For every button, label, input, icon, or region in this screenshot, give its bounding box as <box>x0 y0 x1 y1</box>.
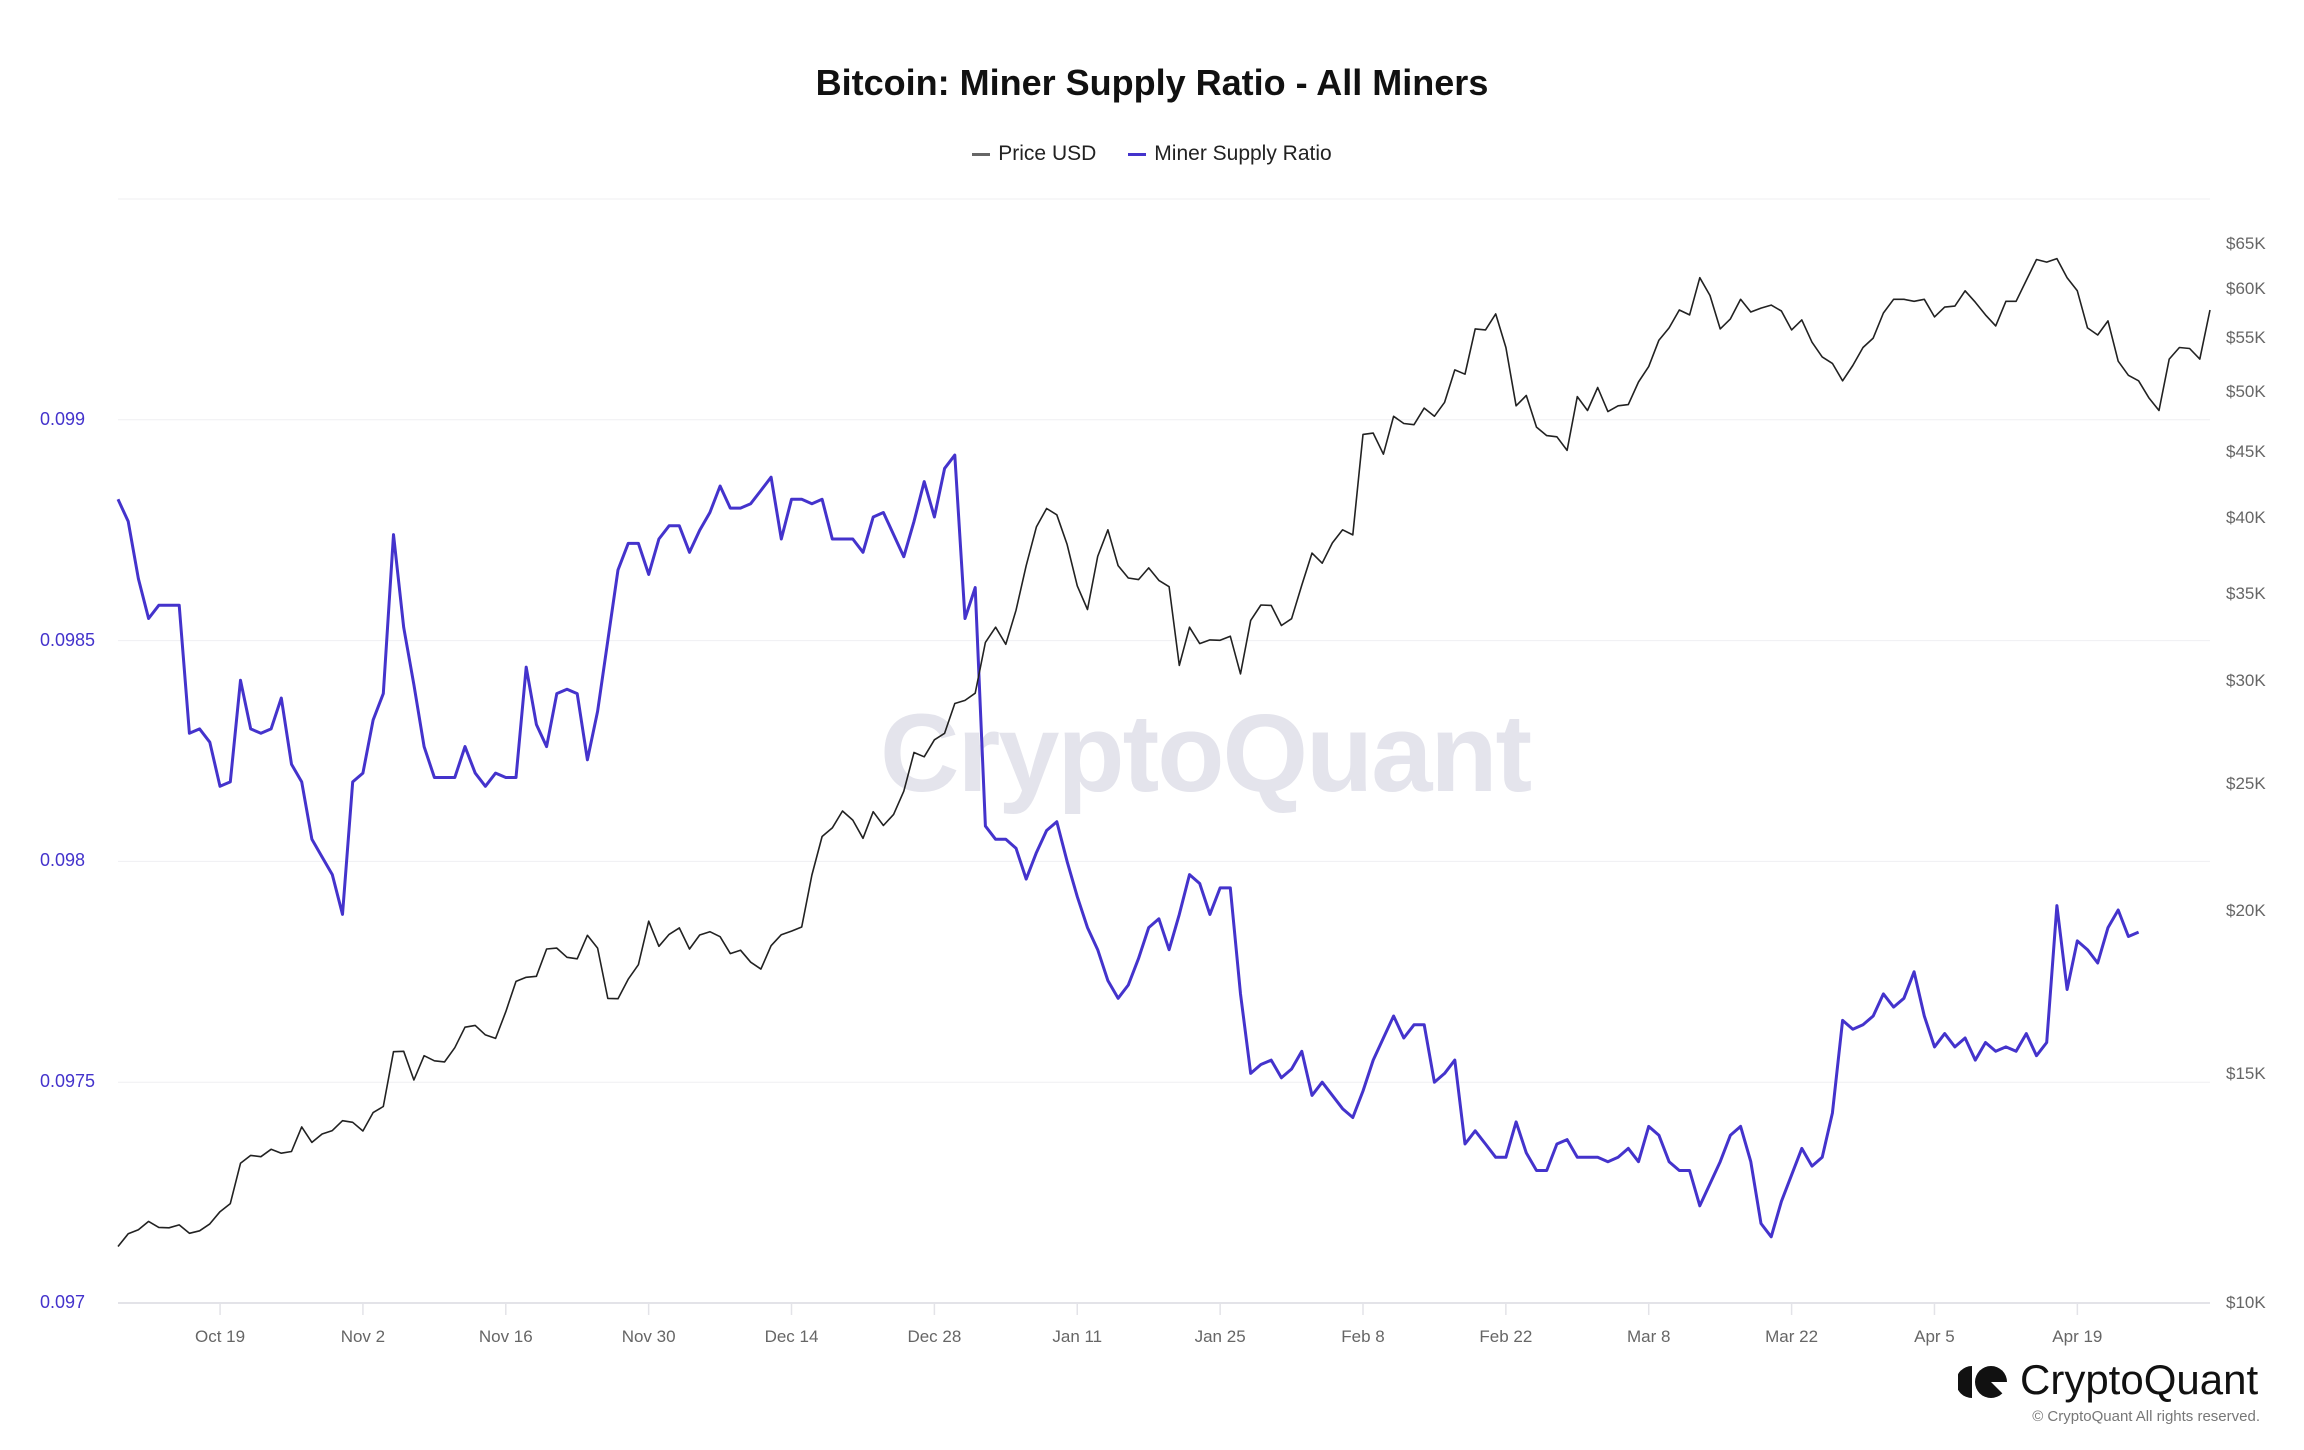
x-tick-label: Jan 25 <box>1194 1327 1246 1346</box>
y-left-tick-label: 0.0985 <box>40 629 96 650</box>
y-right-tick-label: $40K <box>2226 508 2266 528</box>
y-left-tick-label: 0.097 <box>40 1292 86 1312</box>
brand-logo: CryptoQuant <box>1956 1356 2259 1404</box>
x-tick-label: Feb 22 <box>1479 1327 1533 1346</box>
legend-label-ratio: Miner Supply Ratio <box>1154 142 1332 165</box>
y-right-tick-label: $60K <box>2226 278 2266 298</box>
legend: Price USD Miner Supply Ratio <box>0 142 2304 166</box>
x-tick-label: Feb 8 <box>1341 1327 1385 1346</box>
x-tick-label: Dec 28 <box>907 1327 962 1346</box>
y-left-tick-label: 0.0975 <box>40 1071 96 1092</box>
y-right-tick-label: $45K <box>2226 441 2266 461</box>
y-right-tick-label: $25K <box>2226 774 2266 794</box>
y-right-tick-label: $10K <box>2226 1293 2266 1312</box>
legend-item-ratio[interactable]: Miner Supply Ratio <box>1128 142 1332 166</box>
watermark: CryptoQuant <box>880 692 1532 815</box>
price-usd-line[interactable] <box>117 257 2211 1248</box>
y-right-tick-label: $35K <box>2226 583 2266 603</box>
y-right-tick-label: $15K <box>2226 1063 2266 1083</box>
x-tick-label: Apr 19 <box>2052 1327 2103 1346</box>
y-right-tick-label: $50K <box>2226 382 2266 402</box>
legend-item-price[interactable]: Price USD <box>972 142 1096 166</box>
miner-supply-ratio-line[interactable] <box>116 453 2140 1239</box>
x-tick-label: Nov 30 <box>621 1327 676 1346</box>
x-tick-label: Mar 8 <box>1626 1327 1671 1346</box>
brand-name: CryptoQuant <box>2020 1356 2259 1403</box>
y-left-tick-label: 0.098 <box>40 850 86 871</box>
chart-title: Bitcoin: Miner Supply Ratio - All Miners <box>815 62 1489 103</box>
legend-label-price: Price USD <box>998 142 1097 165</box>
x-tick-label: Apr 5 <box>1914 1327 1955 1346</box>
y-left-tick-label: 0.099 <box>40 408 86 429</box>
y-right-tick-label: $65K <box>2226 233 2266 253</box>
x-tick-label: Jan 11 <box>1052 1327 1103 1346</box>
y-right-tick-label: $55K <box>2226 328 2266 348</box>
ratio-swatch-icon <box>1128 152 1147 156</box>
x-tick-label: Oct 19 <box>195 1327 246 1346</box>
y-right-tick-label: $30K <box>2226 671 2266 691</box>
x-tick-label: Nov 16 <box>478 1327 533 1346</box>
y-right-tick-label: $20K <box>2226 900 2266 920</box>
x-tick-label: Mar 22 <box>1765 1327 1819 1346</box>
price-swatch-icon <box>972 152 991 156</box>
copyright: © CryptoQuant All rights reserved. <box>2032 1408 2260 1425</box>
cryptoquant-logo-icon <box>1956 1362 2008 1398</box>
x-tick-label: Nov 2 <box>340 1327 386 1346</box>
x-tick-label: Dec 14 <box>764 1327 819 1346</box>
